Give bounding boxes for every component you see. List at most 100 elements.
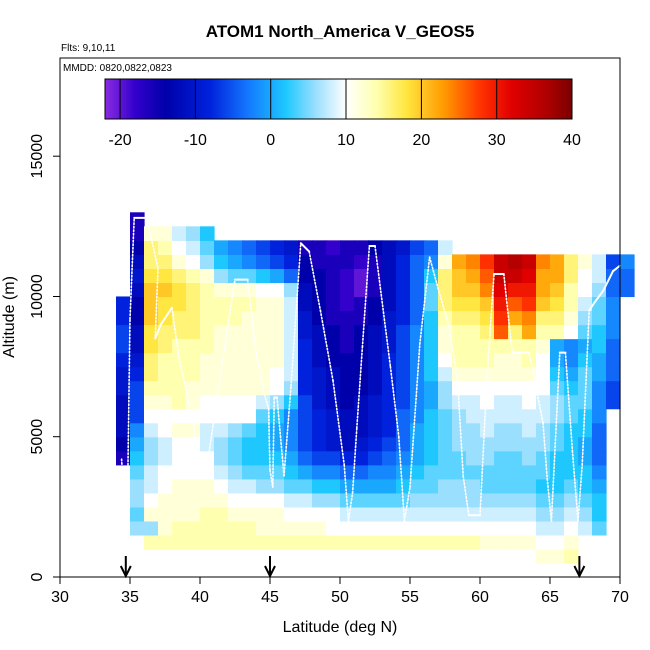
flight-track-segment — [418, 256, 431, 346]
heatmap-cell — [550, 338, 565, 354]
heatmap-cell — [438, 506, 453, 522]
heatmap-cell — [172, 226, 187, 241]
heatmap-cell — [312, 366, 327, 382]
heatmap-cell — [368, 408, 383, 424]
flight-track-segment — [263, 393, 270, 410]
x-tick-label: 30 — [51, 589, 69, 606]
heatmap-cell — [130, 478, 145, 494]
heatmap-cell — [396, 352, 411, 368]
heatmap-cell — [298, 352, 313, 368]
heatmap-cell — [158, 478, 173, 494]
heatmap-cell — [256, 366, 271, 382]
heatmap-cell — [312, 422, 327, 438]
heatmap-cell — [522, 478, 537, 494]
heatmap-cell — [592, 324, 607, 340]
heatmap-cell — [158, 282, 173, 298]
heatmap-cell — [130, 380, 145, 396]
flight-track-segment — [581, 309, 591, 466]
heatmap-cell — [522, 380, 537, 396]
heatmap-cell — [536, 310, 551, 326]
heatmap-cell — [578, 492, 593, 508]
heatmap-cell — [116, 422, 131, 438]
heatmap-cell — [130, 436, 145, 452]
heatmap-cell — [298, 534, 313, 550]
heatmap-cell — [438, 254, 453, 270]
heatmap-cell — [284, 296, 299, 312]
heatmap-cell — [550, 282, 565, 298]
heatmap-cell — [508, 254, 523, 270]
heatmap-cell — [452, 534, 467, 550]
heatmap-cell — [550, 352, 565, 368]
heatmap-cell — [172, 254, 187, 270]
heatmap-cell — [396, 324, 411, 340]
heatmap-cell — [312, 520, 327, 536]
heatmap-cell — [214, 450, 229, 466]
heatmap-cell — [424, 310, 439, 326]
heatmap-cell — [214, 310, 229, 326]
heatmap-cell — [578, 366, 593, 382]
heatmap-cell — [284, 408, 299, 424]
heatmap-cell — [354, 240, 369, 255]
flight-track-segment — [204, 371, 222, 477]
colorbar-tick-label: 0 — [266, 132, 275, 149]
heatmap-cell — [424, 520, 439, 536]
heatmap-cell — [494, 380, 509, 396]
heatmap-cell — [326, 534, 341, 550]
flight-track-segment — [588, 301, 596, 312]
heatmap-cell — [550, 506, 565, 522]
heatmap-cell — [242, 450, 257, 466]
heatmap-cell — [368, 310, 383, 326]
heatmap-cell — [424, 534, 439, 550]
flight-markers — [119, 556, 586, 579]
heatmap-cell — [354, 478, 369, 494]
dates-annotation: MMDD: 0820,0822,0823 — [63, 63, 172, 74]
heatmap-cell — [340, 254, 355, 270]
heatmap-cell — [480, 408, 495, 424]
heatmap-cell — [242, 464, 257, 480]
heatmap-cell — [284, 282, 299, 298]
heatmap-cell — [466, 394, 481, 410]
heatmap-cell — [228, 240, 243, 255]
heatmap-cell — [522, 268, 537, 284]
heatmap-cell — [200, 436, 215, 452]
axes: 30 35 40 45 50 55 60 65 70 0 5000 10000 15000 — [29, 134, 629, 606]
heatmap-cell — [340, 366, 355, 382]
heatmap-cell — [284, 394, 299, 410]
heatmap-cell — [382, 338, 397, 354]
heatmap-cell — [144, 394, 159, 410]
heatmap-cell — [452, 464, 467, 480]
heatmap-cell — [522, 324, 537, 340]
heatmap-cell — [326, 450, 341, 466]
heatmap-cell — [214, 408, 229, 424]
heatmap-cell — [200, 534, 215, 550]
heatmap-cell — [340, 338, 355, 354]
heatmap-cell — [144, 310, 159, 326]
heatmap-cell — [466, 366, 481, 382]
heatmap-cell — [270, 506, 285, 522]
heatmap-cell — [592, 450, 607, 466]
heatmap-cell — [130, 324, 145, 340]
heatmap-cell — [550, 296, 565, 312]
heatmap-cell — [242, 408, 257, 424]
heatmap-cell — [116, 450, 131, 466]
heatmap-cell — [144, 422, 159, 438]
heatmap-cell — [466, 408, 481, 424]
heatmap-cell — [172, 366, 187, 382]
heatmap-cell — [466, 310, 481, 326]
heatmap-cell — [214, 338, 229, 354]
heatmap-cell — [256, 352, 271, 368]
heatmap-cell — [228, 394, 243, 410]
heatmap-cell — [298, 310, 313, 326]
heatmap-cell — [452, 366, 467, 382]
heatmap-cell — [592, 380, 607, 396]
heatmap-cell — [480, 282, 495, 298]
heatmap-cell — [270, 310, 285, 326]
heatmap-cell — [130, 464, 145, 480]
heatmap-cell — [354, 436, 369, 452]
heatmap-cell — [452, 478, 467, 494]
heatmap-cell — [242, 534, 257, 550]
flight-track-segment — [220, 323, 229, 374]
heatmap-cell — [256, 338, 271, 354]
heatmap-cell — [606, 352, 621, 368]
flight-track-segment — [171, 306, 180, 360]
